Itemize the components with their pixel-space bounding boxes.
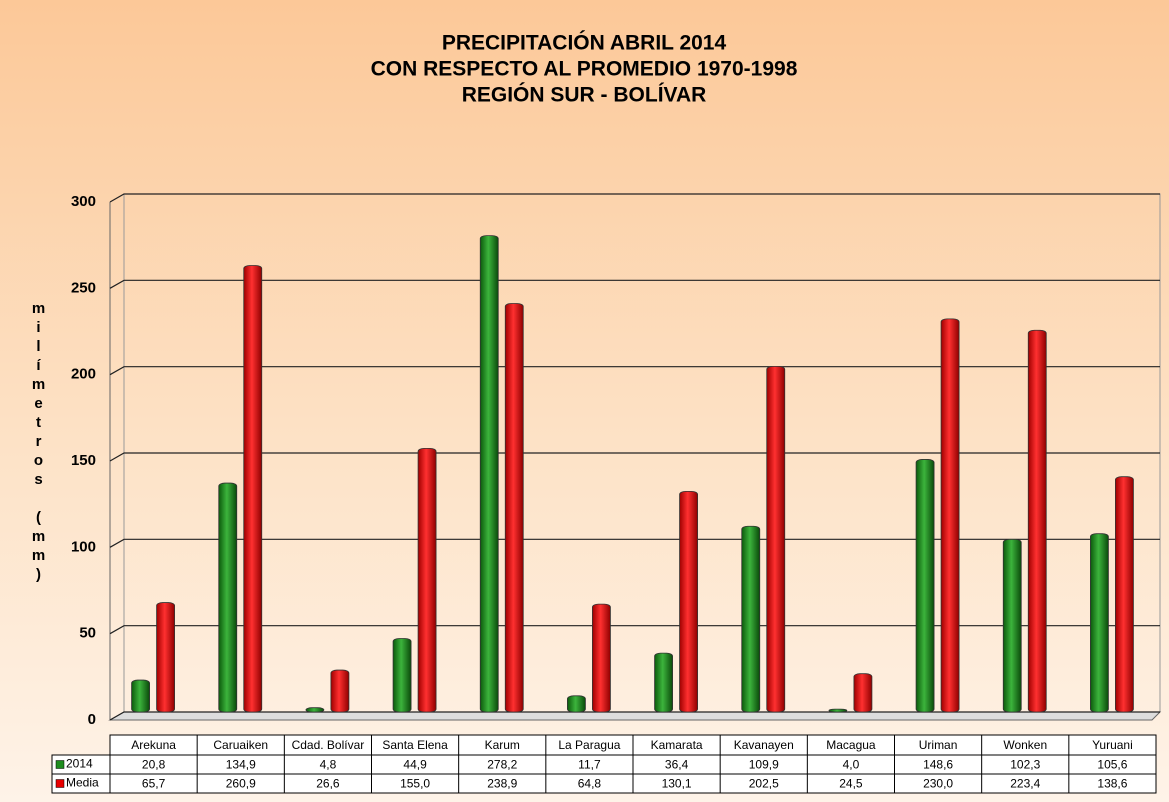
x-tick-label: Kavanayen — [734, 738, 794, 752]
bar — [156, 602, 175, 713]
bar — [592, 603, 611, 713]
floor — [108, 711, 1162, 721]
bar — [504, 303, 524, 713]
table-cell: 155,0 — [400, 777, 430, 791]
table-cell: 238,9 — [487, 777, 517, 791]
table-cell: 148,6 — [923, 758, 953, 772]
y-axis-label: milímetros (mm) — [30, 300, 47, 585]
bar — [915, 459, 935, 713]
x-tick-label: Macagua — [826, 738, 876, 752]
y-tick-label: 200 — [71, 366, 96, 383]
table-cell: 109,9 — [749, 758, 779, 772]
legend-label: Media — [66, 776, 99, 790]
bar — [1090, 533, 1109, 713]
x-tick-label: Caruaiken — [213, 738, 268, 752]
bar — [1002, 538, 1022, 713]
table-cell: 24,5 — [839, 777, 863, 791]
x-tick-label: La Paragua — [558, 738, 620, 752]
bar — [679, 490, 698, 713]
grid-line — [109, 711, 1160, 721]
table-cell: 230,0 — [923, 777, 953, 791]
bar — [243, 265, 263, 713]
table-cell: 105,6 — [1097, 758, 1127, 772]
title-line: REGIÓN SUR - BOLÍVAR — [462, 83, 707, 107]
table-cell: 223,4 — [1010, 777, 1040, 791]
x-tick-label: Yuruani — [1092, 738, 1133, 752]
y-tick-label: 300 — [71, 193, 96, 210]
table-cell: 134,9 — [226, 758, 256, 772]
table-cell: 138,6 — [1097, 777, 1127, 791]
title-line: PRECIPITACIÓN ABRIL 2014 — [442, 31, 727, 55]
table-cell: 130,1 — [662, 777, 692, 791]
table-cell: 20,8 — [142, 758, 166, 772]
table-cell: 44,9 — [403, 758, 427, 772]
x-tick-label: Wonken — [1003, 738, 1047, 752]
table-cell: 102,3 — [1010, 758, 1040, 772]
bar — [1027, 329, 1047, 713]
bar — [766, 365, 786, 713]
bar — [330, 669, 350, 713]
bar — [940, 318, 960, 713]
table-cell: 4,0 — [843, 758, 860, 772]
table-cell: 26,6 — [316, 777, 340, 791]
table-cell: 202,5 — [749, 777, 779, 791]
x-tick-label: Arekuna — [131, 738, 176, 752]
table-cell: 11,7 — [578, 758, 601, 772]
grid-line — [109, 279, 1160, 289]
bar — [305, 707, 325, 713]
bar — [567, 695, 586, 713]
x-tick-label: Kamarata — [651, 738, 703, 752]
bar — [218, 482, 238, 713]
x-tick-label: Karum — [485, 738, 520, 752]
x-tick-label: Uriman — [919, 738, 958, 752]
bar — [131, 679, 150, 713]
grid-line — [109, 366, 1160, 376]
table-cell: 278,2 — [487, 758, 517, 772]
grid-line — [109, 625, 1160, 635]
bar — [853, 673, 873, 713]
bar — [654, 652, 673, 713]
grid-line — [109, 193, 1160, 203]
bar — [1115, 476, 1134, 713]
table-cell: 4,8 — [320, 758, 337, 772]
table-cell: 260,9 — [226, 777, 256, 791]
legend-swatch — [55, 760, 65, 769]
y-tick-label: 50 — [79, 625, 96, 642]
y-tick-label: 250 — [71, 279, 96, 296]
x-tick-label: Cdad. Bolívar — [292, 738, 365, 752]
grid-line — [109, 538, 1160, 548]
bar — [741, 525, 761, 713]
table-cell: 65,7 — [142, 777, 166, 791]
legend-swatch — [55, 779, 65, 788]
title-line: CON RESPECTO AL PROMEDIO 1970-1998 — [371, 58, 798, 81]
grid-line — [109, 452, 1160, 462]
y-tick-label: 0 — [88, 711, 96, 728]
bar — [479, 235, 499, 713]
table-cell: 36,4 — [665, 758, 689, 772]
bar — [828, 708, 848, 713]
x-tick-label: Santa Elena — [382, 738, 448, 752]
y-tick-label: 100 — [71, 538, 96, 555]
bar — [417, 447, 437, 713]
legend-label: 2014 — [66, 757, 93, 771]
bar — [392, 638, 412, 713]
table-cell: 64,8 — [578, 777, 602, 791]
y-tick-label: 150 — [71, 452, 96, 469]
